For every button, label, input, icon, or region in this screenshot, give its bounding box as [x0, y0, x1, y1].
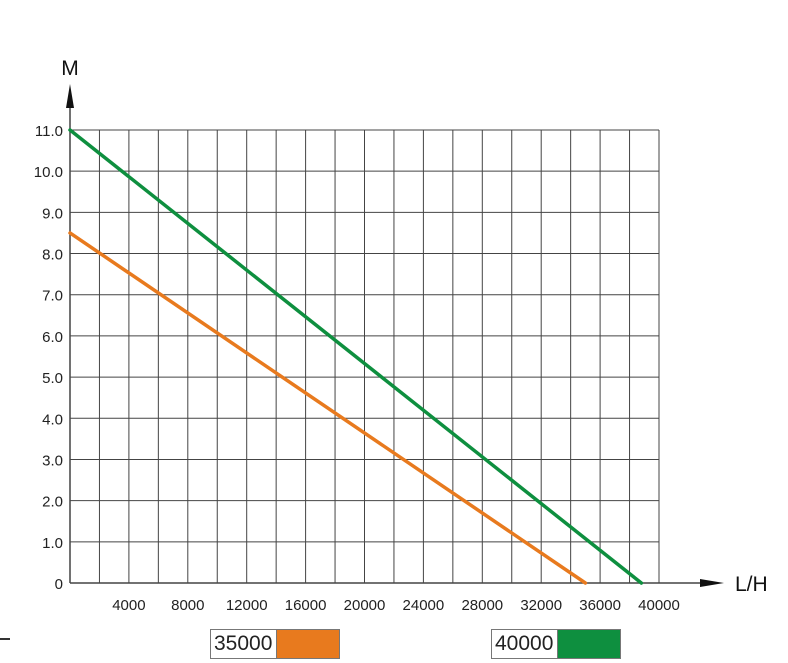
x-tick-label: 8000 — [171, 597, 204, 614]
legend-swatch-orange — [276, 630, 340, 658]
y-tick-label: 4.0 — [42, 411, 63, 428]
axes — [66, 84, 724, 587]
x-tick-label: 32000 — [520, 597, 562, 614]
y-tick-label: 1.0 — [42, 535, 63, 552]
x-tick-label: 36000 — [579, 597, 621, 614]
y-tick-label: 0 — [55, 576, 63, 593]
y-tick-label: 2.0 — [42, 494, 63, 511]
y-tick-label: 6.0 — [42, 329, 63, 346]
axis-labels: 0 1.0 2.0 3.0 4.0 5.0 6.0 7.0 8.0 9.0 10.0 11.0 4000… — [34, 57, 768, 614]
legend-label: 35000 — [211, 630, 277, 658]
y-tick-label: 8.0 — [42, 247, 63, 264]
x-tick-label: 16000 — [285, 597, 327, 614]
stray-mark — [0, 638, 10, 640]
legend-label: 40000 — [492, 630, 558, 658]
y-tick-label: 3.0 — [42, 452, 63, 469]
x-axis-title: L/H — [735, 573, 768, 596]
y-axis-title: M — [61, 57, 79, 80]
series-line-35000 — [68, 231, 588, 585]
x-tick-label: 28000 — [461, 597, 503, 614]
x-tick-label: 24000 — [403, 597, 445, 614]
y-tick-label: 10.0 — [34, 164, 63, 181]
legend-swatch-green — [557, 630, 621, 658]
grid-lines — [70, 129, 660, 583]
y-tick-label: 5.0 — [42, 370, 63, 387]
legend-item-40000: 40000 — [491, 629, 622, 659]
x-tick-label: 40000 — [638, 597, 680, 614]
x-axis-arrow-icon — [700, 579, 724, 587]
data-series — [68, 128, 644, 585]
x-tick-label: 4000 — [112, 597, 145, 614]
x-tick-label: 12000 — [226, 597, 268, 614]
y-tick-label: 11.0 — [35, 123, 63, 140]
legend-item-35000: 35000 — [210, 629, 341, 659]
x-tick-label: 20000 — [344, 597, 386, 614]
series-line-40000 — [68, 128, 644, 585]
y-tick-label: 9.0 — [42, 205, 63, 222]
y-axis-arrow-icon — [66, 84, 74, 108]
y-tick-label: 7.0 — [42, 288, 63, 305]
